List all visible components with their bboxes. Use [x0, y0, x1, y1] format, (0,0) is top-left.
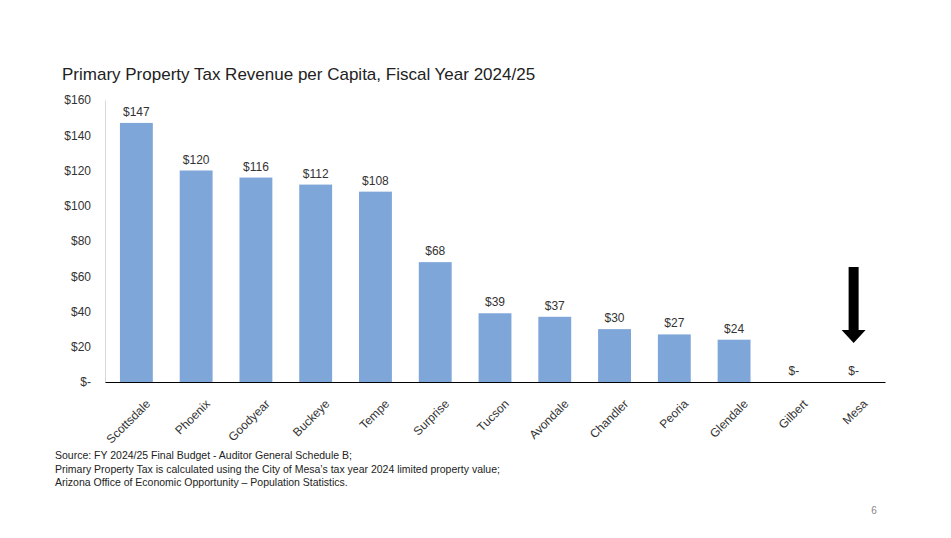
y-tick-label: $120: [64, 164, 91, 178]
x-tick: Mesa: [840, 382, 871, 427]
x-tick-label: Buckeye: [290, 397, 333, 440]
title: Primary Property Tax Revenue per Capita,…: [62, 65, 535, 84]
x-axis: Scottsdale Phoenix Goodyear Buckeye Tempe Sur…: [104, 382, 886, 446]
x-tick: Buckeye: [290, 382, 333, 439]
x-tick: Goodyear: [226, 382, 273, 444]
x-tick: Tucson: [474, 382, 511, 434]
x-tick-label: Tempe: [357, 397, 393, 433]
bar: [120, 123, 153, 382]
source-note: Arizona Office of Economic Opportunity –…: [55, 476, 348, 488]
data-label: $116: [243, 160, 269, 174]
data-label: $39: [485, 295, 505, 309]
data-label: $30: [605, 311, 625, 325]
x-tick-label: Surprise: [410, 397, 452, 439]
y-tick-label: $100: [64, 199, 91, 213]
bar: [598, 329, 631, 382]
y-tick: $140: [64, 129, 105, 143]
y-tick-label: $80: [71, 234, 91, 248]
x-tick: Scottsdale: [104, 382, 154, 446]
notes: Source: FY 2024/25 Final Budget - Audito…: [55, 449, 500, 488]
y-tick-label: $20: [71, 340, 91, 354]
data-label: $-: [789, 364, 800, 378]
y-tick-label: $40: [71, 305, 91, 319]
bar: [239, 178, 272, 382]
bar: [837, 382, 870, 383]
x-tick: Gilbert: [776, 382, 811, 432]
chart: Primary Property Tax Revenue per Capita,…: [0, 0, 951, 538]
x-tick-label: Gilbert: [776, 396, 811, 431]
y-tick-label: $140: [64, 129, 91, 143]
data-label: $147: [123, 105, 150, 119]
bar: [538, 317, 571, 382]
x-tick: Surprise: [410, 382, 452, 438]
y-axis: $- $20 $40 $60 $80 $100 $120 $140 $160: [64, 93, 105, 389]
data-label: $112: [303, 167, 329, 181]
bar: [299, 185, 332, 382]
x-tick-label: Avondale: [526, 397, 571, 442]
y-tick: $20: [71, 340, 105, 354]
page-number: 6: [871, 505, 877, 516]
x-tick-label: Scottsdale: [104, 397, 154, 447]
x-tick: Phoenix: [172, 382, 213, 437]
bar: [359, 192, 392, 382]
data-label: $-: [848, 364, 859, 378]
y-tick: $80: [71, 234, 105, 248]
bar: [180, 171, 213, 383]
data-label: $68: [425, 244, 445, 258]
x-tick-label: Mesa: [840, 397, 871, 428]
data-label: $37: [545, 299, 565, 313]
bars: [120, 123, 751, 382]
source-note: Source: FY 2024/25 Final Budget - Audito…: [55, 449, 352, 461]
x-tick-label: Peoria: [657, 397, 692, 432]
y-tick: $160: [64, 93, 105, 107]
data-label: $24: [724, 322, 744, 336]
x-tick: Chandler: [587, 382, 631, 441]
bar: [479, 313, 512, 382]
data-labels: $147 $120 $116 $112 $108 $68 $39 $37 $30 $27 $24 $-…: [123, 105, 859, 378]
y-tick: $40: [71, 305, 105, 319]
data-label: $27: [664, 316, 684, 330]
x-tick-label: Goodyear: [226, 397, 273, 444]
y-axis-line: [105, 101, 106, 383]
x-tick-label: Chandler: [587, 397, 631, 441]
x-tick: Peoria: [657, 382, 692, 431]
data-label: $108: [362, 174, 389, 188]
bar: [419, 262, 452, 382]
data-label: $120: [183, 153, 210, 167]
x-tick: Glendale: [707, 382, 751, 441]
x-tick: Avondale: [526, 382, 571, 442]
bar: [777, 382, 810, 383]
y-tick: $100: [64, 199, 105, 213]
x-tick: Tempe: [357, 382, 393, 432]
arrow: [842, 267, 866, 343]
x-tick-label: Tucson: [474, 397, 511, 434]
y-tick-label: $-: [80, 375, 91, 389]
y-tick: $60: [71, 270, 105, 284]
y-tick-label: $60: [71, 270, 91, 284]
bar: [718, 340, 751, 382]
x-axis-line: [106, 382, 886, 383]
y-tick: $-: [80, 375, 105, 389]
bar: [658, 334, 691, 382]
y-tick-label: $160: [64, 93, 91, 107]
source-note: Primary Property Tax is calculated using…: [55, 463, 500, 475]
y-tick: $120: [64, 164, 105, 178]
x-tick-label: Glendale: [707, 397, 751, 441]
x-tick-label: Phoenix: [172, 397, 213, 438]
